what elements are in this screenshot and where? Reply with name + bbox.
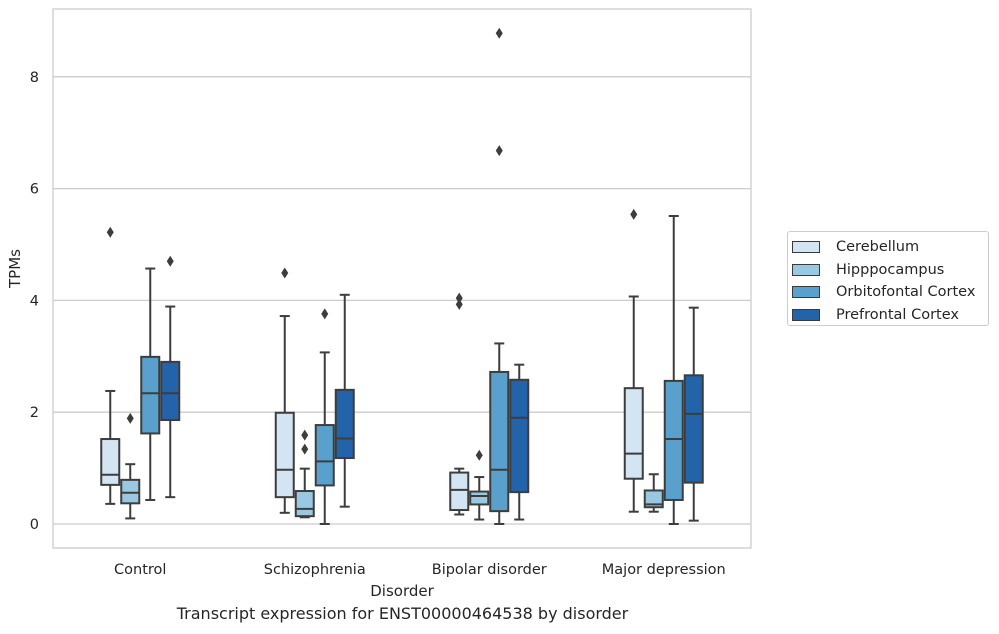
legend-label: Orbitofontal Cortex: [836, 284, 976, 301]
outlier-marker: [321, 308, 329, 320]
box-group: [120, 412, 141, 520]
outlier-marker: [106, 226, 114, 238]
outlier-marker: [475, 449, 483, 461]
x-tick-label: Control: [114, 562, 166, 578]
box-group: [100, 226, 121, 505]
y-tick-label: 2: [30, 405, 39, 421]
box-body: [334, 388, 355, 460]
box-body: [489, 370, 510, 513]
legend: Cerebellum Hipppocampus Orbitofontal Cor…: [787, 231, 989, 326]
box-body: [469, 490, 490, 506]
y-tick-label: 8: [30, 70, 39, 86]
legend-item: Hipppocampus: [792, 259, 988, 282]
outlier-marker: [301, 429, 309, 441]
legend-swatch: [792, 308, 820, 321]
box-group: [294, 429, 315, 519]
x-tick-label: Schizophrenia: [264, 562, 366, 578]
box-body: [120, 478, 141, 505]
box-body: [643, 489, 664, 509]
legend-label: Cerebellum: [836, 239, 920, 256]
outlier-marker: [455, 292, 463, 304]
box-group: [643, 473, 664, 513]
box-body: [160, 360, 181, 422]
box-body: [274, 411, 295, 499]
box-body: [663, 379, 684, 501]
outlier-marker: [495, 145, 503, 157]
x-axis-label: Disorder: [370, 582, 434, 600]
box-group: [623, 208, 644, 513]
axis-ticks: 0 2 4 6 8 Control Schizophrenia Bipolar disorde…: [30, 70, 726, 578]
outlier-marker: [281, 267, 289, 279]
box-group: [160, 255, 181, 499]
legend-swatch: [792, 286, 820, 299]
y-axis-label: TPMs: [6, 249, 24, 289]
outlier-marker: [126, 412, 134, 424]
box-body: [449, 471, 470, 512]
legend-item: Orbitofontal Cortex: [792, 281, 988, 304]
legend-label: Prefrontal Cortex: [836, 306, 959, 323]
box-group: [683, 306, 704, 522]
box-body: [294, 490, 315, 518]
plot-frame: [52, 8, 752, 549]
outlier-marker: [301, 443, 309, 455]
legend-swatch: [792, 241, 820, 254]
chart-caption: Transcript expression for ENST0000046453…: [176, 604, 629, 623]
x-tick-label: Bipolar disorder: [432, 562, 547, 578]
box-group: [469, 449, 490, 521]
outlier-marker: [495, 27, 503, 39]
box-body: [623, 387, 644, 480]
box-group: [489, 27, 510, 525]
legend-item: Cerebellum: [792, 236, 988, 259]
box-group: [663, 214, 684, 525]
outlier-marker: [166, 255, 174, 267]
box-group: [314, 308, 335, 525]
legend-item: Prefrontal Cortex: [792, 304, 988, 327]
box-group: [140, 267, 161, 501]
outlier-marker: [630, 208, 638, 220]
legend-swatch: [792, 263, 820, 276]
y-tick-label: 6: [30, 182, 39, 198]
legend-label: Hipppocampus: [836, 261, 945, 278]
box-body: [140, 355, 161, 435]
box-body: [100, 438, 121, 486]
grid-lines: [53, 76, 751, 525]
box-groups: [100, 27, 704, 525]
box-group: [334, 293, 355, 508]
box-group: [449, 292, 470, 516]
y-tick-label: 0: [30, 517, 39, 533]
box-group: [274, 267, 295, 514]
box-group: [509, 363, 530, 521]
box-body: [509, 378, 530, 494]
box-body: [683, 374, 704, 484]
box-body: [314, 424, 335, 487]
x-tick-label: Major depression: [602, 562, 726, 578]
outlier-marker: [455, 298, 463, 310]
y-tick-label: 4: [30, 293, 39, 309]
